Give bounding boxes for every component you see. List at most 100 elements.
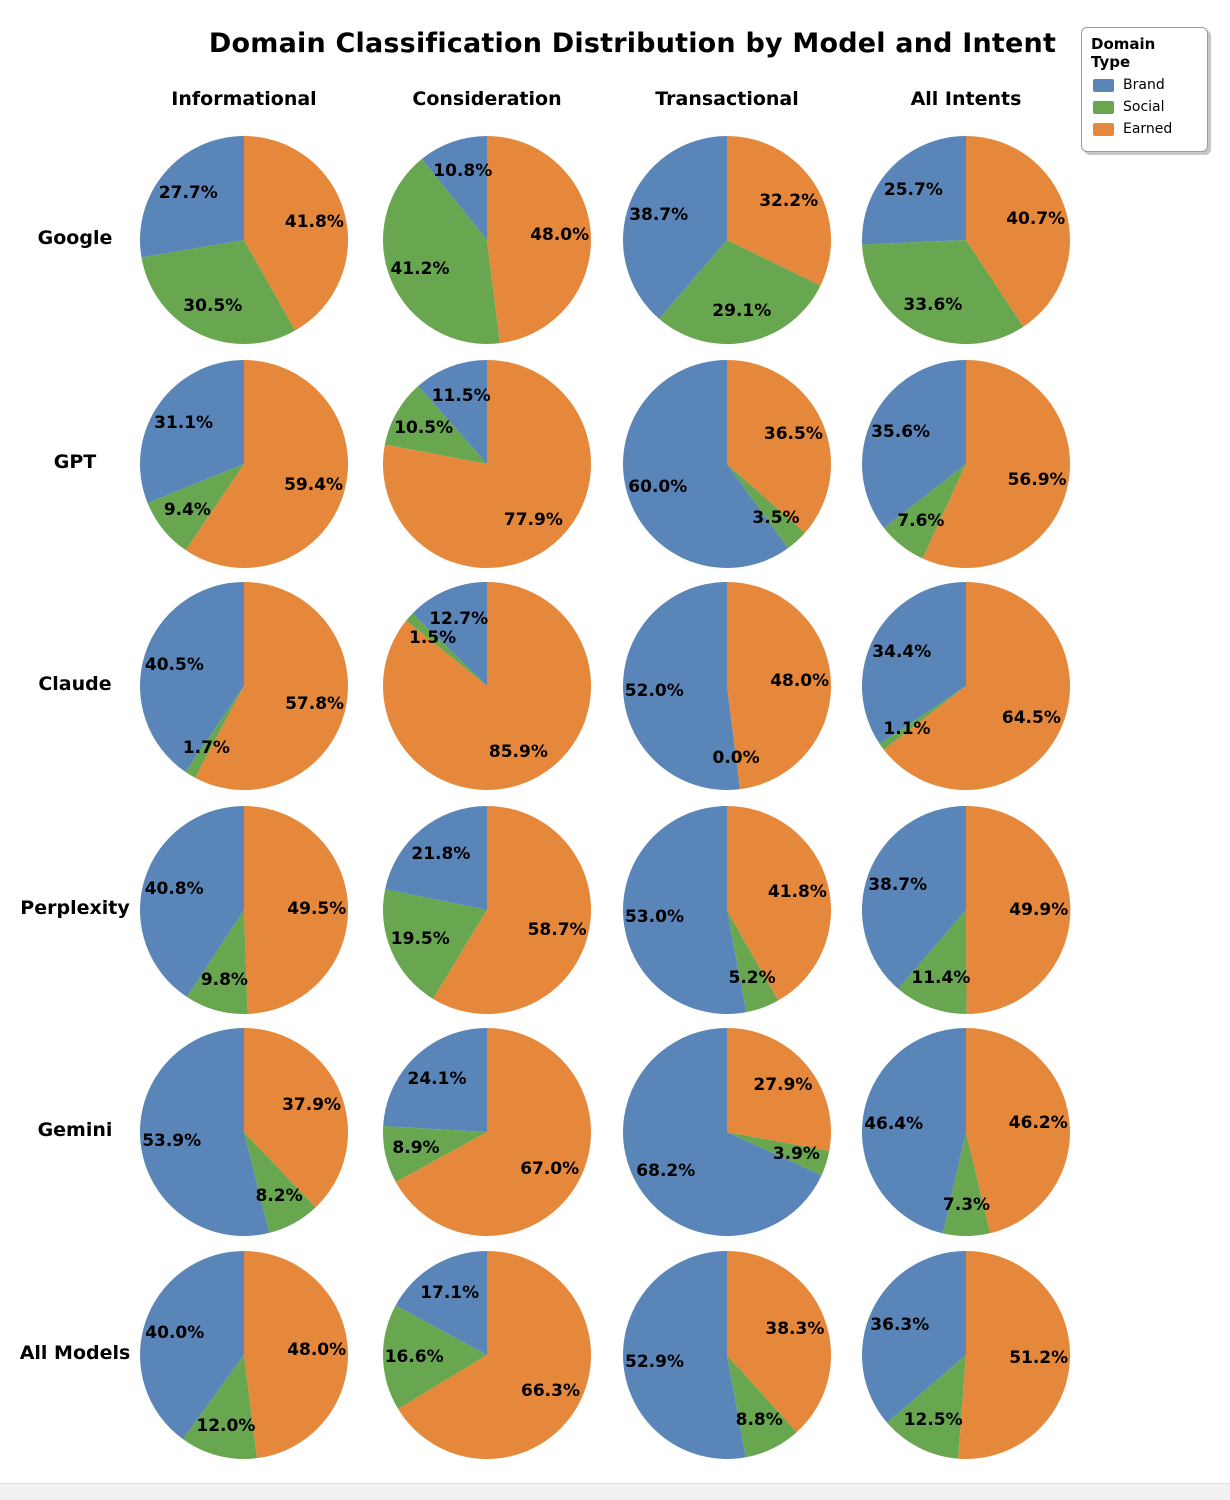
pct-label-earned: 66.3% [521, 1380, 580, 1401]
pie-slice-brand [623, 806, 747, 1014]
pie-perplexity-consideration: 21.8% 19.5% 58.7% [377, 800, 597, 1020]
pie-slice-earned [727, 806, 831, 1001]
legend-item-social: Social [1093, 99, 1198, 115]
pie-google-informational: 27.7% 30.5% 41.8% [134, 130, 354, 350]
pct-label-brand: 68.2% [636, 1161, 696, 1182]
pct-label-earned: 57.8% [285, 693, 345, 714]
pie-all-models-all-intents: 36.3% 12.5% 51.2% [856, 1245, 1076, 1465]
pct-label-social: 8.2% [255, 1185, 303, 1206]
row-label-perplexity: Perplexity [20, 897, 130, 919]
pct-label-social: 8.9% [392, 1138, 440, 1159]
footer-strip [0, 1483, 1230, 1500]
pct-label-social: 30.5% [183, 295, 243, 316]
pie-slice-earned [244, 1251, 348, 1459]
pie-svg [383, 1028, 591, 1236]
pie-slice-earned [727, 135, 832, 286]
pie-slice-social [879, 686, 966, 750]
pie-slice-earned [958, 1251, 1071, 1459]
pct-label-social: 16.6% [384, 1346, 444, 1367]
pct-label-earned: 58.7% [527, 919, 587, 940]
pie-slice-social [659, 240, 821, 345]
pct-label-social: 1.1% [883, 718, 931, 739]
pct-label-earned: 49.9% [1009, 899, 1069, 920]
pct-label-brand: 21.8% [411, 843, 471, 864]
chart-title: Domain Classification Distribution by Mo… [208, 28, 1057, 59]
pct-label-social: 9.4% [163, 499, 211, 520]
pie-google-all-intents: 25.7% 33.6% 40.7% [856, 130, 1076, 350]
pct-label-earned: 77.9% [503, 510, 563, 531]
pie-slice-brand [862, 360, 966, 529]
pct-label-brand: 53.0% [625, 906, 684, 927]
pie-slice-earned [727, 360, 832, 533]
legend-label: Brand [1123, 77, 1165, 93]
pie-slice-earned [727, 582, 831, 790]
social-swatch-icon [1093, 100, 1114, 114]
pie-slice-social [887, 1355, 966, 1459]
row-label-gpt: GPT [53, 451, 97, 473]
pie-slice-brand [395, 1251, 487, 1355]
pct-label-brand: 31.1% [154, 413, 214, 434]
pie-slice-social [727, 910, 779, 1013]
pie-slice-social [383, 159, 501, 344]
pie-slice-brand [623, 136, 727, 319]
pie-slice-earned [922, 359, 1071, 568]
pie-slice-social [383, 889, 487, 999]
pct-label-earned: 32.2% [759, 191, 819, 212]
pie-gemini-consideration: 24.1% 8.9% 67.0% [377, 1022, 597, 1242]
pct-label-brand: 35.6% [871, 422, 931, 443]
pie-slice-earned [383, 582, 592, 790]
pie-gpt-informational: 31.1% 9.4% 59.4% [134, 354, 354, 574]
pct-label-social: 29.1% [712, 301, 772, 322]
pct-label-brand: 38.7% [629, 204, 689, 225]
pie-claude-transactional: 52.0% 0.0% 48.0% [617, 576, 837, 796]
pct-label-earned: 41.8% [767, 881, 827, 902]
legend-item-brand: Brand [1093, 77, 1198, 93]
pie-slice-earned [966, 136, 1070, 327]
pct-label-social: 33.6% [903, 294, 963, 315]
pct-label-social: 7.3% [942, 1194, 991, 1215]
pct-label-social: 41.2% [390, 258, 450, 279]
pie-svg [383, 806, 592, 1014]
pie-svg [383, 1251, 592, 1459]
pie-slice-social [383, 1126, 487, 1183]
legend: Domain Type Brand Social Earned [1081, 27, 1208, 152]
pct-label-brand: 34.4% [872, 641, 932, 662]
pie-slice-social [182, 1355, 258, 1459]
pie-svg [861, 582, 1070, 790]
pie-svg [623, 135, 832, 345]
pie-slice-earned [244, 136, 348, 331]
pie-gpt-consideration: 11.5% 10.5% 77.9% [377, 354, 597, 574]
pie-perplexity-transactional: 53.0% 5.2% 41.8% [617, 800, 837, 1020]
pie-slice-brand [139, 1251, 244, 1440]
pct-label-brand: 40.8% [144, 879, 204, 900]
pct-label-earned: 37.9% [282, 1095, 342, 1115]
pct-label-brand: 17.1% [420, 1282, 480, 1303]
pie-slice-social [186, 910, 248, 1015]
pct-label-brand: 52.0% [624, 680, 684, 701]
pct-label-earned: 41.8% [284, 211, 344, 232]
pie-slice-earned [727, 1028, 832, 1151]
pie-slice-brand [139, 582, 244, 773]
pie-gemini-informational: 53.9% 8.2% 37.9% [134, 1022, 354, 1242]
pie-svg [862, 805, 1071, 1015]
pie-gpt-transactional: 60.0% 3.5% 36.5% [617, 354, 837, 574]
pie-svg [862, 359, 1071, 568]
pie-google-transactional: 38.7% 29.1% 32.2% [617, 130, 837, 350]
pct-label-earned: 64.5% [1001, 708, 1061, 728]
pct-label-social: 9.8% [200, 970, 248, 991]
pie-slice-brand [421, 136, 487, 240]
pie-slice-earned [398, 1251, 592, 1459]
pie-claude-all-intents: 34.4% 1.1% 64.5% [856, 576, 1076, 796]
pie-slice-earned [727, 1251, 831, 1433]
legend-items: Brand Social Earned [1091, 77, 1198, 137]
pie-slice-brand [861, 136, 966, 245]
pct-label-social: 12.5% [903, 1410, 963, 1430]
legend-item-earned: Earned [1093, 121, 1198, 137]
pie-slice-brand [622, 582, 741, 790]
pie-slice-social [884, 464, 966, 559]
pie-svg [383, 582, 592, 790]
pie-slice-social [185, 686, 244, 778]
pie-slice-social [727, 1355, 797, 1458]
pct-label-brand: 11.5% [431, 385, 491, 406]
pct-label-brand: 38.7% [868, 874, 928, 895]
